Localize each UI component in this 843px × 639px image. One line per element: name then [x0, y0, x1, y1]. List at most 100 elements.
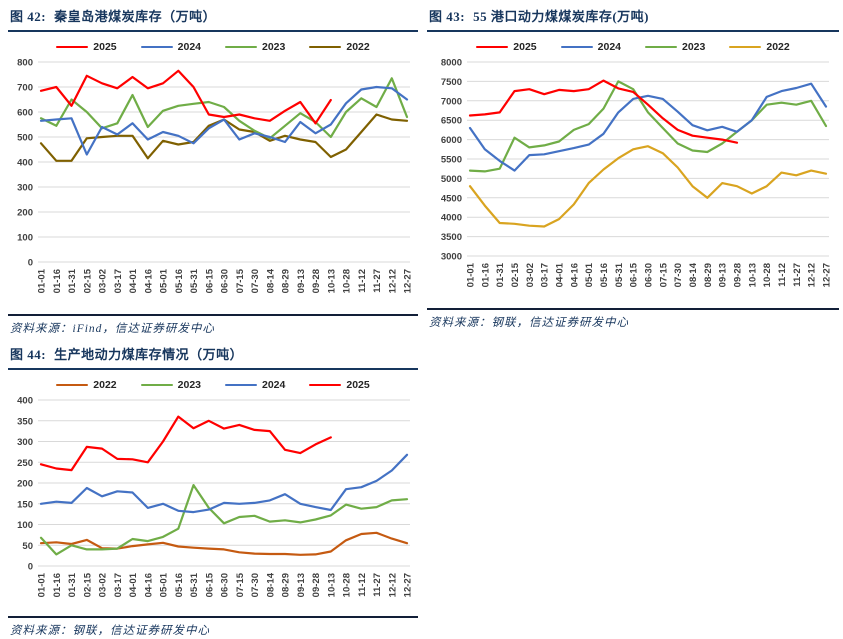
x-axis-tick-label: 02-15 — [82, 268, 93, 293]
legend-swatch — [225, 383, 257, 387]
series-line-2023 — [39, 483, 409, 556]
x-axis-tick-label: 09-28 — [733, 263, 744, 287]
x-axis-tick-label: 03-02 — [98, 269, 109, 293]
x-axis-tick-label: 05-31 — [614, 262, 625, 287]
line-chart: 3000 3500 4000 4500 5000 5500 6000 6500 7000 7500… — [441, 58, 833, 288]
legend-swatch — [476, 45, 509, 49]
figure-title: 图 43: 55 港口动力煤煤炭库存(万吨) — [427, 4, 839, 32]
x-axis-tick-label: 12-27 — [822, 263, 833, 287]
legend-item-2025: 2025 — [309, 379, 370, 391]
x-axis-tick-label: 11-27 — [372, 269, 383, 293]
x-axis-tick-label: 10-13 — [326, 269, 337, 293]
x-axis-tick-label: 06-15 — [204, 268, 215, 293]
x-axis-tick-label: 09-28 — [311, 269, 322, 293]
x-axis-tick-label: 02-15 — [510, 262, 521, 287]
x-axis-tick-label: 05-01 — [159, 572, 170, 597]
x-axis-tick-label: 11-27 — [372, 573, 383, 597]
x-axis-tick-label: 06-30 — [220, 573, 231, 597]
y-axis-tick-label: 350 — [17, 416, 33, 427]
y-axis-tick-label: 200 — [17, 479, 33, 490]
figure-label: 图 42: — [10, 9, 47, 24]
x-axis-tick-label: 10-28 — [762, 263, 773, 287]
legend-label: 2023 — [177, 379, 201, 391]
legend-label: 2024 — [177, 41, 201, 53]
legend-swatch — [309, 383, 342, 387]
x-axis-tick-label: 07-30 — [250, 269, 261, 293]
x-axis-tick-label: 11-12 — [357, 269, 368, 293]
x-axis-tick-label: 05-31 — [189, 268, 200, 293]
figure-44: 图 44: 生产地动力煤库存情况（万吨） 2022 2023 2024 2025 0 50… — [8, 342, 418, 638]
figure-title-text: 秦皇岛港煤炭库存（万吨） — [54, 9, 217, 24]
legend-item-2025: 2025 — [56, 41, 117, 53]
legend-item-2024: 2024 — [140, 41, 201, 53]
x-axis-tick-label: 09-13 — [296, 573, 307, 597]
y-axis-tick-label: 3000 — [441, 252, 462, 263]
legend-swatch — [56, 383, 89, 387]
legend-label: 2022 — [93, 379, 117, 391]
series-line-2024 — [39, 453, 409, 514]
y-axis-tick-label: 0 — [28, 562, 33, 573]
y-axis-tick-label: 300 — [17, 437, 33, 448]
source-note: 资料来源：iFind，信达证券研发中心 — [8, 314, 418, 336]
legend-label: 2024 — [262, 379, 286, 391]
y-axis-tick-label: 700 — [17, 83, 33, 94]
y-axis-tick-label: 5000 — [441, 174, 462, 185]
y-axis-tick-label: 8000 — [441, 58, 462, 69]
series-line-2024 — [39, 85, 409, 156]
x-axis-tick-label: 10-28 — [342, 573, 353, 597]
x-axis-tick-label: 06-15 — [629, 262, 640, 287]
x-axis-tick-label: 04-01 — [128, 268, 139, 293]
figure-title-text: 55 港口动力煤煤炭库存(万吨) — [473, 9, 650, 24]
legend-item-2023: 2023 — [645, 41, 705, 53]
y-axis-tick-label: 800 — [17, 58, 33, 69]
x-axis-tick-label: 05-01 — [584, 262, 595, 287]
legend-item-2024: 2024 — [225, 379, 285, 391]
y-axis-tick-label: 3500 — [441, 232, 462, 243]
source-note: 资料来源：钢联，信达证券研发中心 — [427, 308, 839, 330]
x-axis-tick-label: 07-15 — [658, 262, 669, 287]
legend-item-2023: 2023 — [225, 41, 285, 53]
x-axis-tick-label: 05-16 — [174, 573, 185, 597]
y-axis-tick-label: 7000 — [441, 96, 462, 107]
y-axis-tick-label: 5500 — [441, 155, 462, 166]
series-line-2025 — [39, 415, 332, 472]
figure-label: 图 44: — [10, 347, 47, 362]
y-axis-tick-label: 100 — [17, 233, 33, 244]
x-axis-tick-label: 11-27 — [792, 263, 803, 287]
legend-swatch — [729, 45, 762, 49]
x-axis-tick-label: 03-17 — [540, 263, 551, 287]
x-axis-tick-label: 12-27 — [403, 269, 414, 293]
series-line-2022 — [468, 145, 828, 228]
x-axis-tick-label: 11-12 — [357, 573, 368, 597]
figure-title-text: 生产地动力煤库存情况（万吨） — [54, 347, 244, 362]
x-axis-tick-label: 08-29 — [281, 573, 292, 597]
x-axis-tick-label: 01-16 — [52, 573, 63, 597]
x-axis-tick-label: 06-15 — [204, 572, 215, 597]
y-axis-tick-label: 4000 — [441, 213, 462, 224]
x-axis-tick-label: 01-31 — [495, 262, 506, 287]
x-axis-tick-label: 07-30 — [673, 263, 684, 287]
x-axis-tick-label: 11-12 — [777, 263, 788, 287]
y-axis-tick-label: 200 — [17, 208, 33, 219]
series-line-2025 — [468, 79, 739, 144]
x-axis-tick-label: 12-12 — [807, 263, 818, 287]
x-axis-tick-label: 12-12 — [387, 573, 398, 597]
y-axis-tick-label: 50 — [22, 541, 33, 552]
chart-plot: 0 100 200 300 400 500 600 700 800 01-01 01-16 01-31… — [8, 56, 418, 308]
legend-swatch — [309, 45, 342, 49]
legend-swatch — [56, 45, 89, 49]
x-axis-tick-label: 07-30 — [250, 573, 261, 597]
x-axis-tick-label: 08-14 — [265, 572, 276, 597]
figure-43: 图 43: 55 港口动力煤煤炭库存(万吨) 2025 2024 2023 2022 3… — [427, 4, 839, 330]
legend-label: 2022 — [766, 41, 790, 53]
x-axis-tick-label: 02-15 — [82, 572, 93, 597]
y-axis-tick-label: 600 — [17, 108, 33, 119]
legend-item-2025: 2025 — [476, 41, 537, 53]
x-axis-tick-label: 07-15 — [235, 572, 246, 597]
x-axis-tick-label: 07-15 — [235, 268, 246, 293]
legend-item-2022: 2022 — [729, 41, 790, 53]
legend-swatch — [225, 45, 257, 49]
x-axis-tick-label: 10-13 — [747, 263, 758, 287]
legend-label: 2022 — [346, 41, 370, 53]
series-line-2023 — [468, 80, 828, 173]
